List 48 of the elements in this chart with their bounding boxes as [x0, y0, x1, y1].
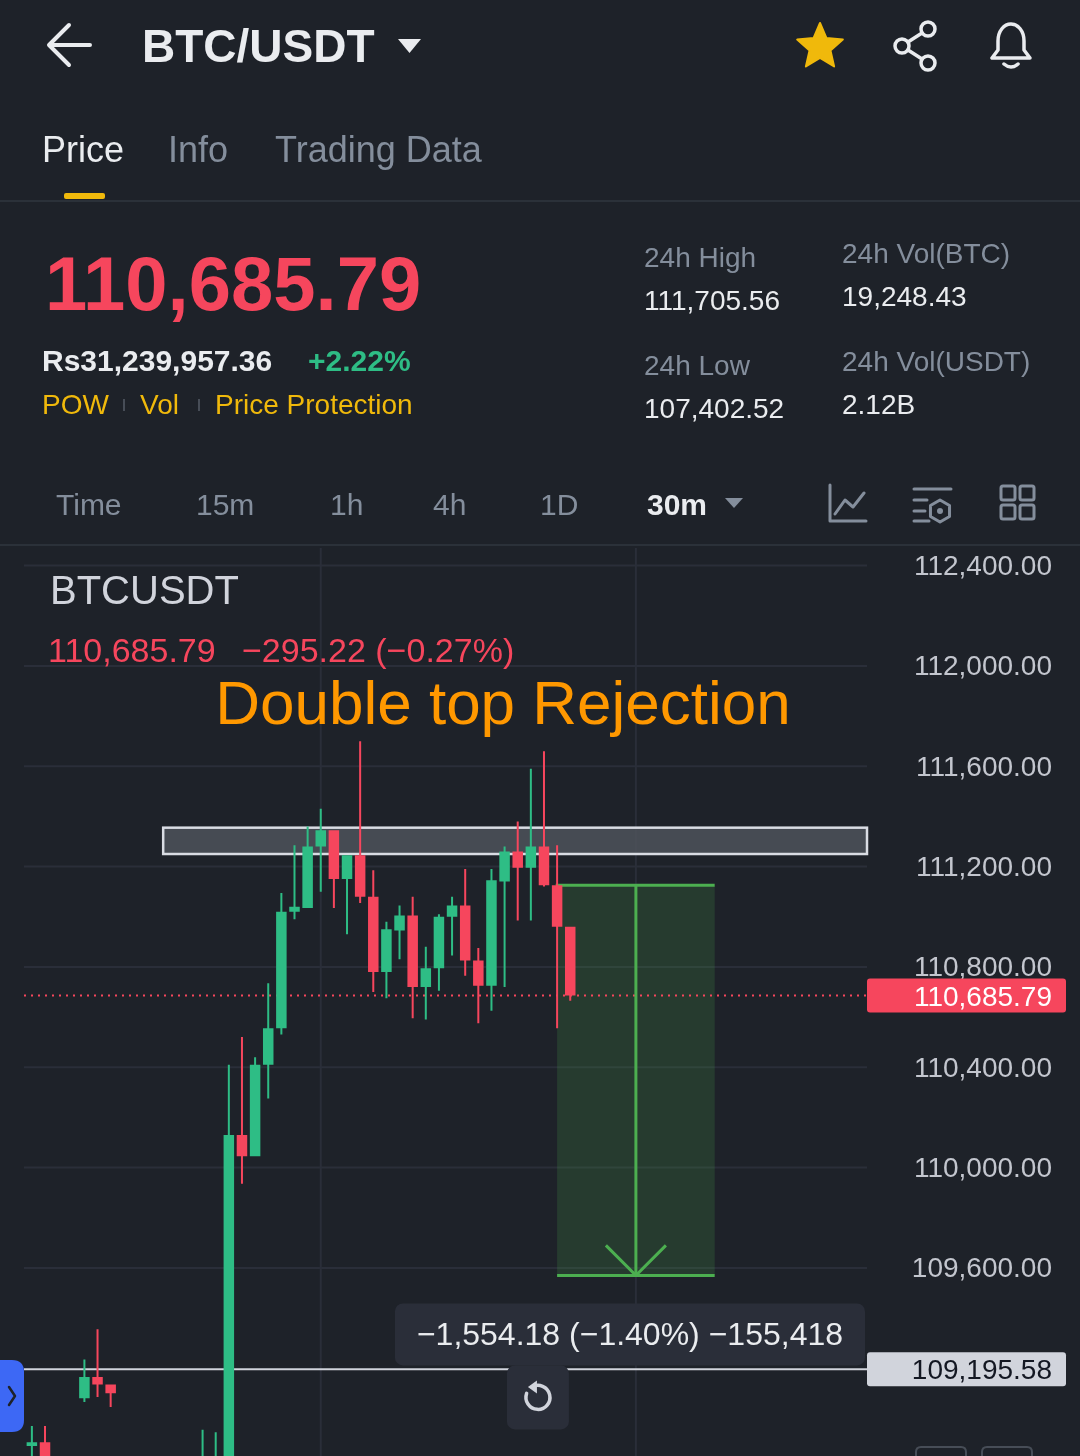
text: 24h High [644, 242, 757, 273]
y-tick-label: 112,400.00 [913, 550, 1052, 582]
text: Info [168, 129, 229, 170]
y-tick-label: 109,600.00 [911, 1252, 1052, 1284]
candlestick [26, 1425, 38, 1456]
chart-title: BTC/USDT [142, 20, 375, 72]
text: Time [56, 488, 122, 521]
text: POW [42, 389, 110, 420]
y-tick-label: 110,800.00 [913, 951, 1052, 983]
text: Price [42, 129, 125, 170]
band-label: −1,554.18 (−1.40%) −155,418 [416, 1316, 844, 1353]
candlestick [394, 905, 405, 960]
text: 24h Low [644, 350, 751, 381]
text: 19,248.43 [842, 281, 967, 312]
candlestick [289, 845, 300, 920]
candlestick [499, 846, 510, 987]
y-tick-label: 110,000.00 [913, 1152, 1052, 1184]
text: 1D [540, 488, 579, 521]
annotation: −295.22 (−0.27%) [242, 631, 515, 669]
text: 110,685.79 [45, 241, 422, 326]
annotation: 110,685.79 [48, 631, 216, 669]
annotation: BTCUSDT [50, 568, 239, 612]
text: 24h Vol(USDT) [842, 346, 1031, 377]
text: +2.22% [308, 344, 411, 377]
text: 107,402.52 [644, 393, 785, 424]
text: 2.12B [842, 389, 916, 420]
text: 24h Vol(BTC) [842, 238, 1011, 269]
candlestick [381, 921, 392, 999]
text: Vol [140, 389, 179, 420]
candlestick [512, 821, 523, 921]
y-tick-label: 110,400.00 [913, 1051, 1052, 1083]
y-tick-label: 112,000.00 [913, 650, 1052, 682]
text: 4h [433, 488, 467, 521]
text: 30m [647, 488, 708, 521]
y-tick-label: 111,200.00 [916, 851, 1052, 883]
text: Trading Data [275, 129, 483, 170]
candlestick [92, 1329, 103, 1398]
text: Price Protection [215, 389, 413, 420]
ref-line-label: 110,685.79 [913, 980, 1052, 1012]
ref-line-label: 109,195.58 [911, 1353, 1052, 1385]
text: 1h [330, 488, 364, 521]
y-tick-label: 111,600.00 [916, 750, 1052, 782]
candlestick [525, 768, 537, 921]
annotation: Double top Rejection [215, 668, 791, 737]
candlestick [446, 896, 458, 956]
text: 15m [196, 488, 255, 521]
text: Rs31,239,957.36 [42, 344, 273, 377]
text: 111,705.56 [644, 285, 780, 316]
